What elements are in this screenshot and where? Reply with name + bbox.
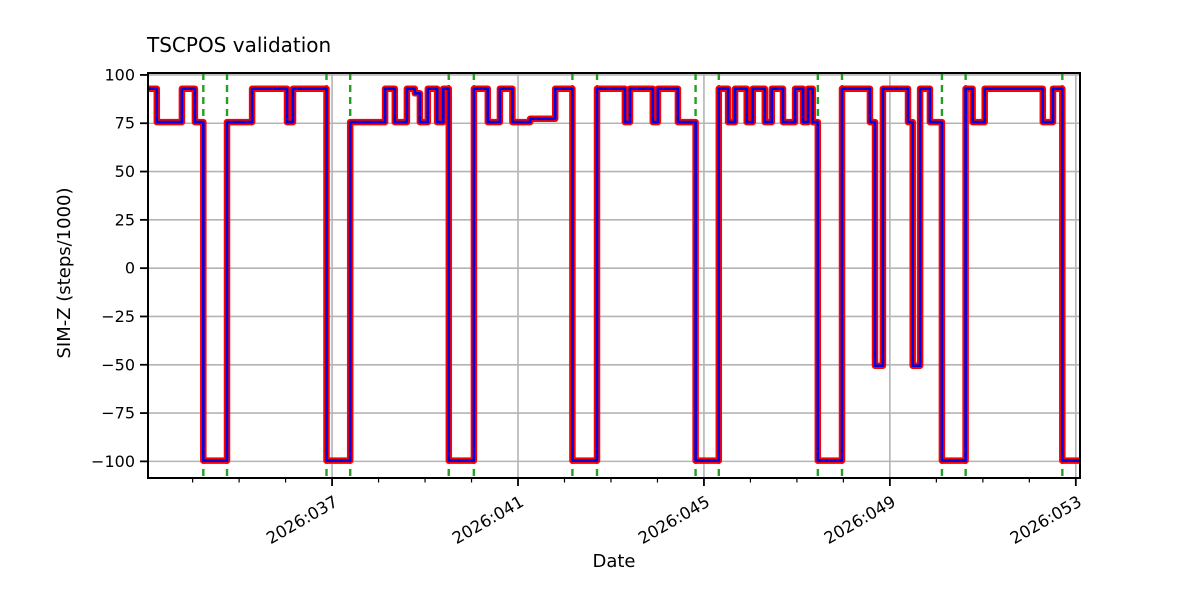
x-tick-label: 2026:049 — [821, 492, 899, 548]
chart-title: TSCPOS validation — [147, 33, 332, 57]
y-axis-label: SIM-Z (steps/1000) — [54, 187, 75, 359]
y-tick-label: −25 — [101, 307, 135, 326]
y-tick-label: 0 — [125, 259, 135, 278]
y-tick-label: 25 — [115, 210, 135, 229]
y-tick-label: −50 — [101, 355, 135, 374]
x-tick-label: 2026:045 — [635, 492, 713, 548]
y-tick-label: 100 — [104, 65, 135, 84]
y-tick-label: −75 — [101, 404, 135, 423]
x-tick-label: 2026:037 — [263, 492, 341, 548]
plot-frame — [147, 72, 1081, 479]
blue-series-path — [148, 87, 1080, 462]
y-tick-label: 50 — [115, 162, 135, 181]
y-tick-label: −100 — [91, 452, 135, 471]
red-series-path — [148, 85, 1080, 464]
x-axis-label: Date — [592, 551, 636, 572]
x-tick-label: 2026:053 — [1007, 492, 1085, 548]
y-tick-label: 75 — [115, 114, 135, 133]
x-tick-label: 2026:041 — [449, 492, 527, 548]
